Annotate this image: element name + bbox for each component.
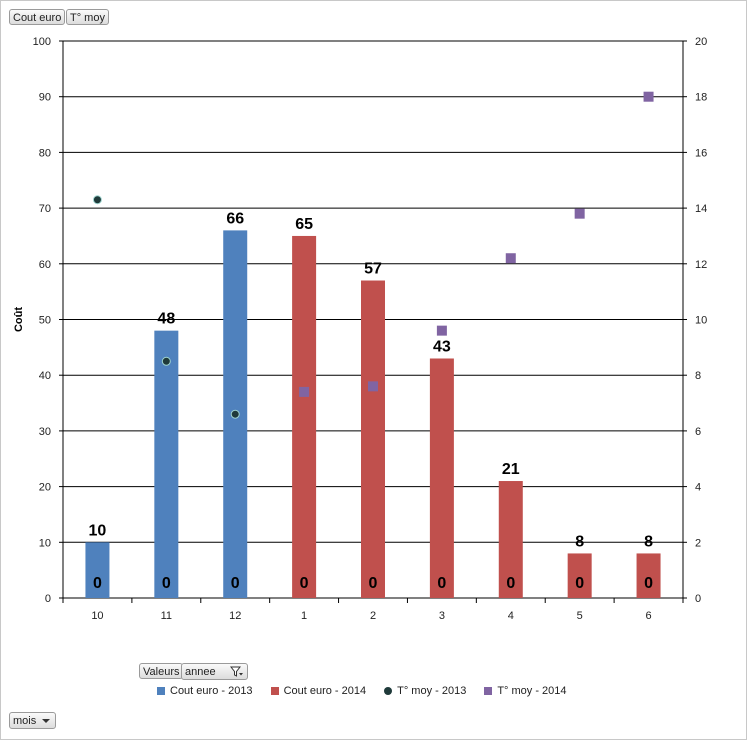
- bar: [498, 481, 523, 598]
- temperature-point-2014: [505, 253, 516, 264]
- zero-data-label: 0: [369, 575, 378, 592]
- annee-label: annee: [185, 666, 216, 678]
- legend-label: T° moy - 2013: [397, 685, 467, 697]
- y2-tick-label: 2: [695, 537, 701, 549]
- bar: [429, 358, 454, 598]
- y-axis-label: Coût: [13, 307, 25, 332]
- bar-data-label: 8: [644, 533, 653, 550]
- bar: [361, 280, 385, 598]
- temperature-point-2014: [368, 381, 378, 392]
- temperature-point-2014: [574, 208, 585, 219]
- zero-data-label: 0: [231, 575, 240, 592]
- temperature-point-2014: [299, 386, 310, 397]
- zero-data-label: 0: [506, 575, 515, 592]
- x-tick-label: 10: [91, 610, 103, 622]
- legend-swatch: [384, 687, 393, 695]
- bar: [85, 542, 110, 598]
- y2-tick-label: 10: [695, 315, 707, 327]
- x-tick-label: 2: [370, 610, 376, 622]
- y2-tick-label: 8: [695, 370, 701, 382]
- legend-label: T° moy - 2014: [497, 685, 567, 697]
- legend-entry: Cout euro - 2014: [270, 685, 367, 697]
- x-tick-label: 12: [229, 610, 241, 622]
- x-tick-label: 11: [161, 610, 172, 622]
- y2-tick-label: 20: [695, 36, 707, 48]
- bar-data-label: 21: [502, 461, 520, 478]
- chevron-down-icon: [42, 719, 50, 723]
- bar: [636, 553, 661, 598]
- y2-tick-label: 4: [695, 482, 701, 494]
- x-tick-label: 3: [439, 610, 445, 622]
- bar-data-label: 48: [157, 311, 175, 328]
- bar: [154, 330, 179, 598]
- bar: [567, 553, 592, 598]
- zero-data-label: 0: [93, 575, 102, 592]
- y-tick-label: 0: [45, 593, 51, 605]
- t-moy-field-button[interactable]: T° moy: [66, 9, 109, 25]
- legend-swatch: [157, 687, 165, 695]
- valeurs-field-button[interactable]: Valeurs: [139, 663, 184, 679]
- x-tick-label: 6: [645, 610, 651, 622]
- bar-data-label: 8: [575, 533, 584, 550]
- bar-data-label: 66: [226, 210, 244, 227]
- temperature-point-2014: [643, 91, 654, 102]
- bar-data-label: 65: [295, 216, 313, 233]
- zero-data-label: 0: [300, 575, 309, 592]
- temperature-point-2014: [436, 325, 447, 336]
- y-tick-label: 70: [39, 203, 51, 215]
- x-tick-label: 4: [508, 610, 514, 622]
- y-tick-label: 90: [39, 92, 51, 104]
- mois-field-dropdown[interactable]: mois: [9, 712, 56, 729]
- legend-entry: T° moy - 2013: [384, 685, 466, 697]
- zero-data-label: 0: [437, 575, 446, 592]
- y-tick-label: 30: [39, 426, 51, 438]
- bar-data-label: 57: [364, 261, 382, 278]
- filter-icon: [230, 666, 243, 677]
- legend-entry: T° moy - 2014: [484, 685, 567, 697]
- legend-swatch: [270, 687, 279, 695]
- bar-data-label: 10: [89, 522, 107, 539]
- cout-euro-field-button[interactable]: Cout euro: [9, 9, 66, 25]
- x-tick-label: 1: [301, 610, 307, 622]
- y-tick-label: 10: [39, 537, 51, 549]
- y-tick-label: 20: [39, 482, 51, 494]
- temperature-point-2013: [161, 356, 171, 366]
- y-tick-label: 80: [39, 147, 51, 159]
- y-tick-label: 40: [39, 370, 51, 382]
- annee-filter-dropdown[interactable]: annee: [181, 663, 248, 680]
- chart-legend: Cout euro - 2013 Cout euro - 2014 T° moy -…: [157, 685, 585, 697]
- y-tick-label: 60: [39, 259, 51, 271]
- zero-data-label: 0: [644, 575, 653, 592]
- temperature-point-2013: [230, 409, 240, 419]
- x-tick-label: 5: [577, 610, 583, 622]
- y2-tick-label: 14: [695, 203, 707, 215]
- y2-tick-label: 0: [695, 593, 701, 605]
- mois-label: mois: [13, 715, 37, 727]
- y-tick-label: 100: [33, 36, 51, 48]
- y2-tick-label: 12: [695, 259, 707, 271]
- legend-label: Cout euro - 2013: [170, 685, 253, 697]
- y2-tick-label: 16: [695, 147, 707, 159]
- y2-tick-label: 18: [695, 92, 707, 104]
- y-tick-label: 50: [39, 315, 51, 327]
- bar-data-label: 43: [433, 338, 451, 355]
- zero-data-label: 0: [162, 575, 171, 592]
- legend-entry: Cout euro - 2013: [157, 685, 253, 697]
- temperature-point-2013: [92, 195, 102, 205]
- legend-swatch: [484, 687, 493, 695]
- bar: [292, 235, 317, 598]
- y2-tick-label: 6: [695, 426, 701, 438]
- zero-data-label: 0: [575, 575, 584, 592]
- legend-label: Cout euro - 2014: [283, 685, 367, 697]
